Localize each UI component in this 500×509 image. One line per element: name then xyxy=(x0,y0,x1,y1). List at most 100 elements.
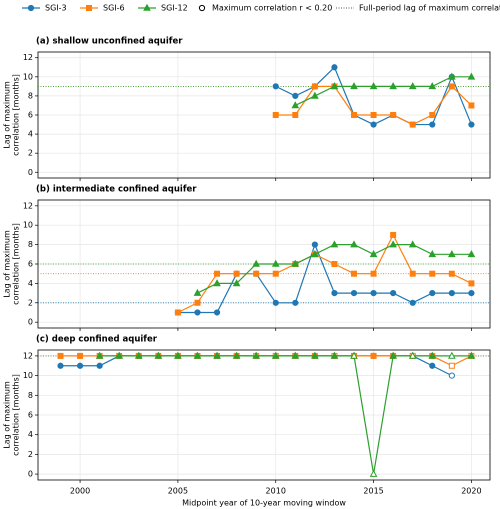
y-tick-label: 12 xyxy=(23,351,33,360)
marker xyxy=(448,362,455,369)
marker xyxy=(57,362,64,369)
y-tick-label: 0 xyxy=(28,470,33,479)
marker xyxy=(369,82,378,90)
marker xyxy=(291,259,300,267)
legend-label: SGI-3 xyxy=(45,4,67,13)
marker xyxy=(57,352,64,359)
y-tick-label: 6 xyxy=(28,111,33,120)
y-tick-label: 8 xyxy=(28,240,33,249)
marker xyxy=(448,83,455,90)
panel-title: (b) intermediate confined aquifer xyxy=(36,185,197,195)
x-tick-label: 2000 xyxy=(70,487,90,496)
marker xyxy=(428,82,437,90)
marker xyxy=(408,351,417,359)
x-tick-label: 2010 xyxy=(266,487,286,496)
marker xyxy=(252,259,261,267)
marker xyxy=(370,352,377,359)
plot-frame xyxy=(37,349,491,481)
marker xyxy=(350,82,358,90)
marker xyxy=(390,112,397,118)
marker xyxy=(448,289,455,297)
y-tick-label: 4 xyxy=(28,279,33,288)
marker xyxy=(311,241,318,248)
marker xyxy=(350,351,358,359)
legend-label: SGI-6 xyxy=(103,4,125,13)
marker xyxy=(330,240,339,248)
marker xyxy=(409,299,416,306)
marker xyxy=(311,91,319,99)
marker xyxy=(291,351,300,359)
marker xyxy=(468,289,475,297)
marker xyxy=(174,351,182,359)
marker xyxy=(214,270,221,277)
legend-marker xyxy=(198,4,206,12)
marker xyxy=(311,351,319,359)
y-tick-label: 4 xyxy=(28,130,33,139)
marker xyxy=(468,121,475,128)
marker xyxy=(272,112,279,118)
marker xyxy=(271,351,280,359)
marker xyxy=(429,289,436,297)
marker xyxy=(95,351,104,359)
marker xyxy=(467,250,476,258)
marker xyxy=(370,121,377,128)
marker xyxy=(468,280,475,287)
panel-title: (a) shallow unconfined aquifer xyxy=(36,37,183,47)
y-tick-label: 10 xyxy=(23,221,33,230)
marker xyxy=(409,270,416,277)
marker xyxy=(389,240,397,248)
marker xyxy=(115,351,124,359)
marker xyxy=(467,72,476,80)
y-axis-label: correlation [months] xyxy=(12,74,21,156)
marker xyxy=(409,121,416,128)
marker xyxy=(253,270,260,277)
marker xyxy=(292,92,299,100)
series-line xyxy=(177,242,472,314)
series-line xyxy=(295,76,472,106)
legend-label: SGI-12 xyxy=(161,4,188,13)
marker xyxy=(351,270,358,277)
marker xyxy=(448,270,455,277)
y-tick-label: 2 xyxy=(28,450,33,459)
marker xyxy=(350,240,358,248)
marker xyxy=(390,231,397,238)
y-tick-label: 10 xyxy=(23,72,33,81)
marker xyxy=(408,82,417,90)
marker xyxy=(96,362,103,369)
marker xyxy=(448,72,456,80)
marker xyxy=(194,309,201,316)
marker xyxy=(428,351,437,359)
marker xyxy=(468,102,475,109)
marker xyxy=(331,261,338,267)
series-line xyxy=(99,355,472,475)
marker xyxy=(232,351,241,359)
marker xyxy=(233,270,240,277)
y-tick-label: 8 xyxy=(28,91,33,100)
legend-label: Maximum correlation r < 0.20 xyxy=(212,4,332,13)
marker xyxy=(330,351,339,359)
marker xyxy=(193,288,202,296)
marker xyxy=(292,112,299,118)
marker xyxy=(330,82,339,90)
marker xyxy=(193,351,202,359)
marker xyxy=(213,351,221,359)
marker xyxy=(350,289,358,297)
marker xyxy=(174,309,181,316)
y-tick-label: 0 xyxy=(28,168,33,177)
marker xyxy=(292,299,299,306)
series-line xyxy=(177,233,472,314)
y-axis-label: Lag of maximum xyxy=(3,381,12,449)
marker xyxy=(389,82,397,90)
marker xyxy=(76,362,84,369)
marker xyxy=(134,351,143,359)
marker xyxy=(272,299,279,306)
x-tick-label: 2005 xyxy=(168,487,188,496)
marker xyxy=(369,250,378,258)
panel-title: (c) deep confined aquifer xyxy=(36,335,158,345)
marker xyxy=(429,121,436,128)
marker xyxy=(154,351,163,359)
marker xyxy=(370,289,377,297)
marker xyxy=(213,279,221,287)
y-tick-label: 0 xyxy=(28,318,33,327)
marker xyxy=(448,372,455,379)
